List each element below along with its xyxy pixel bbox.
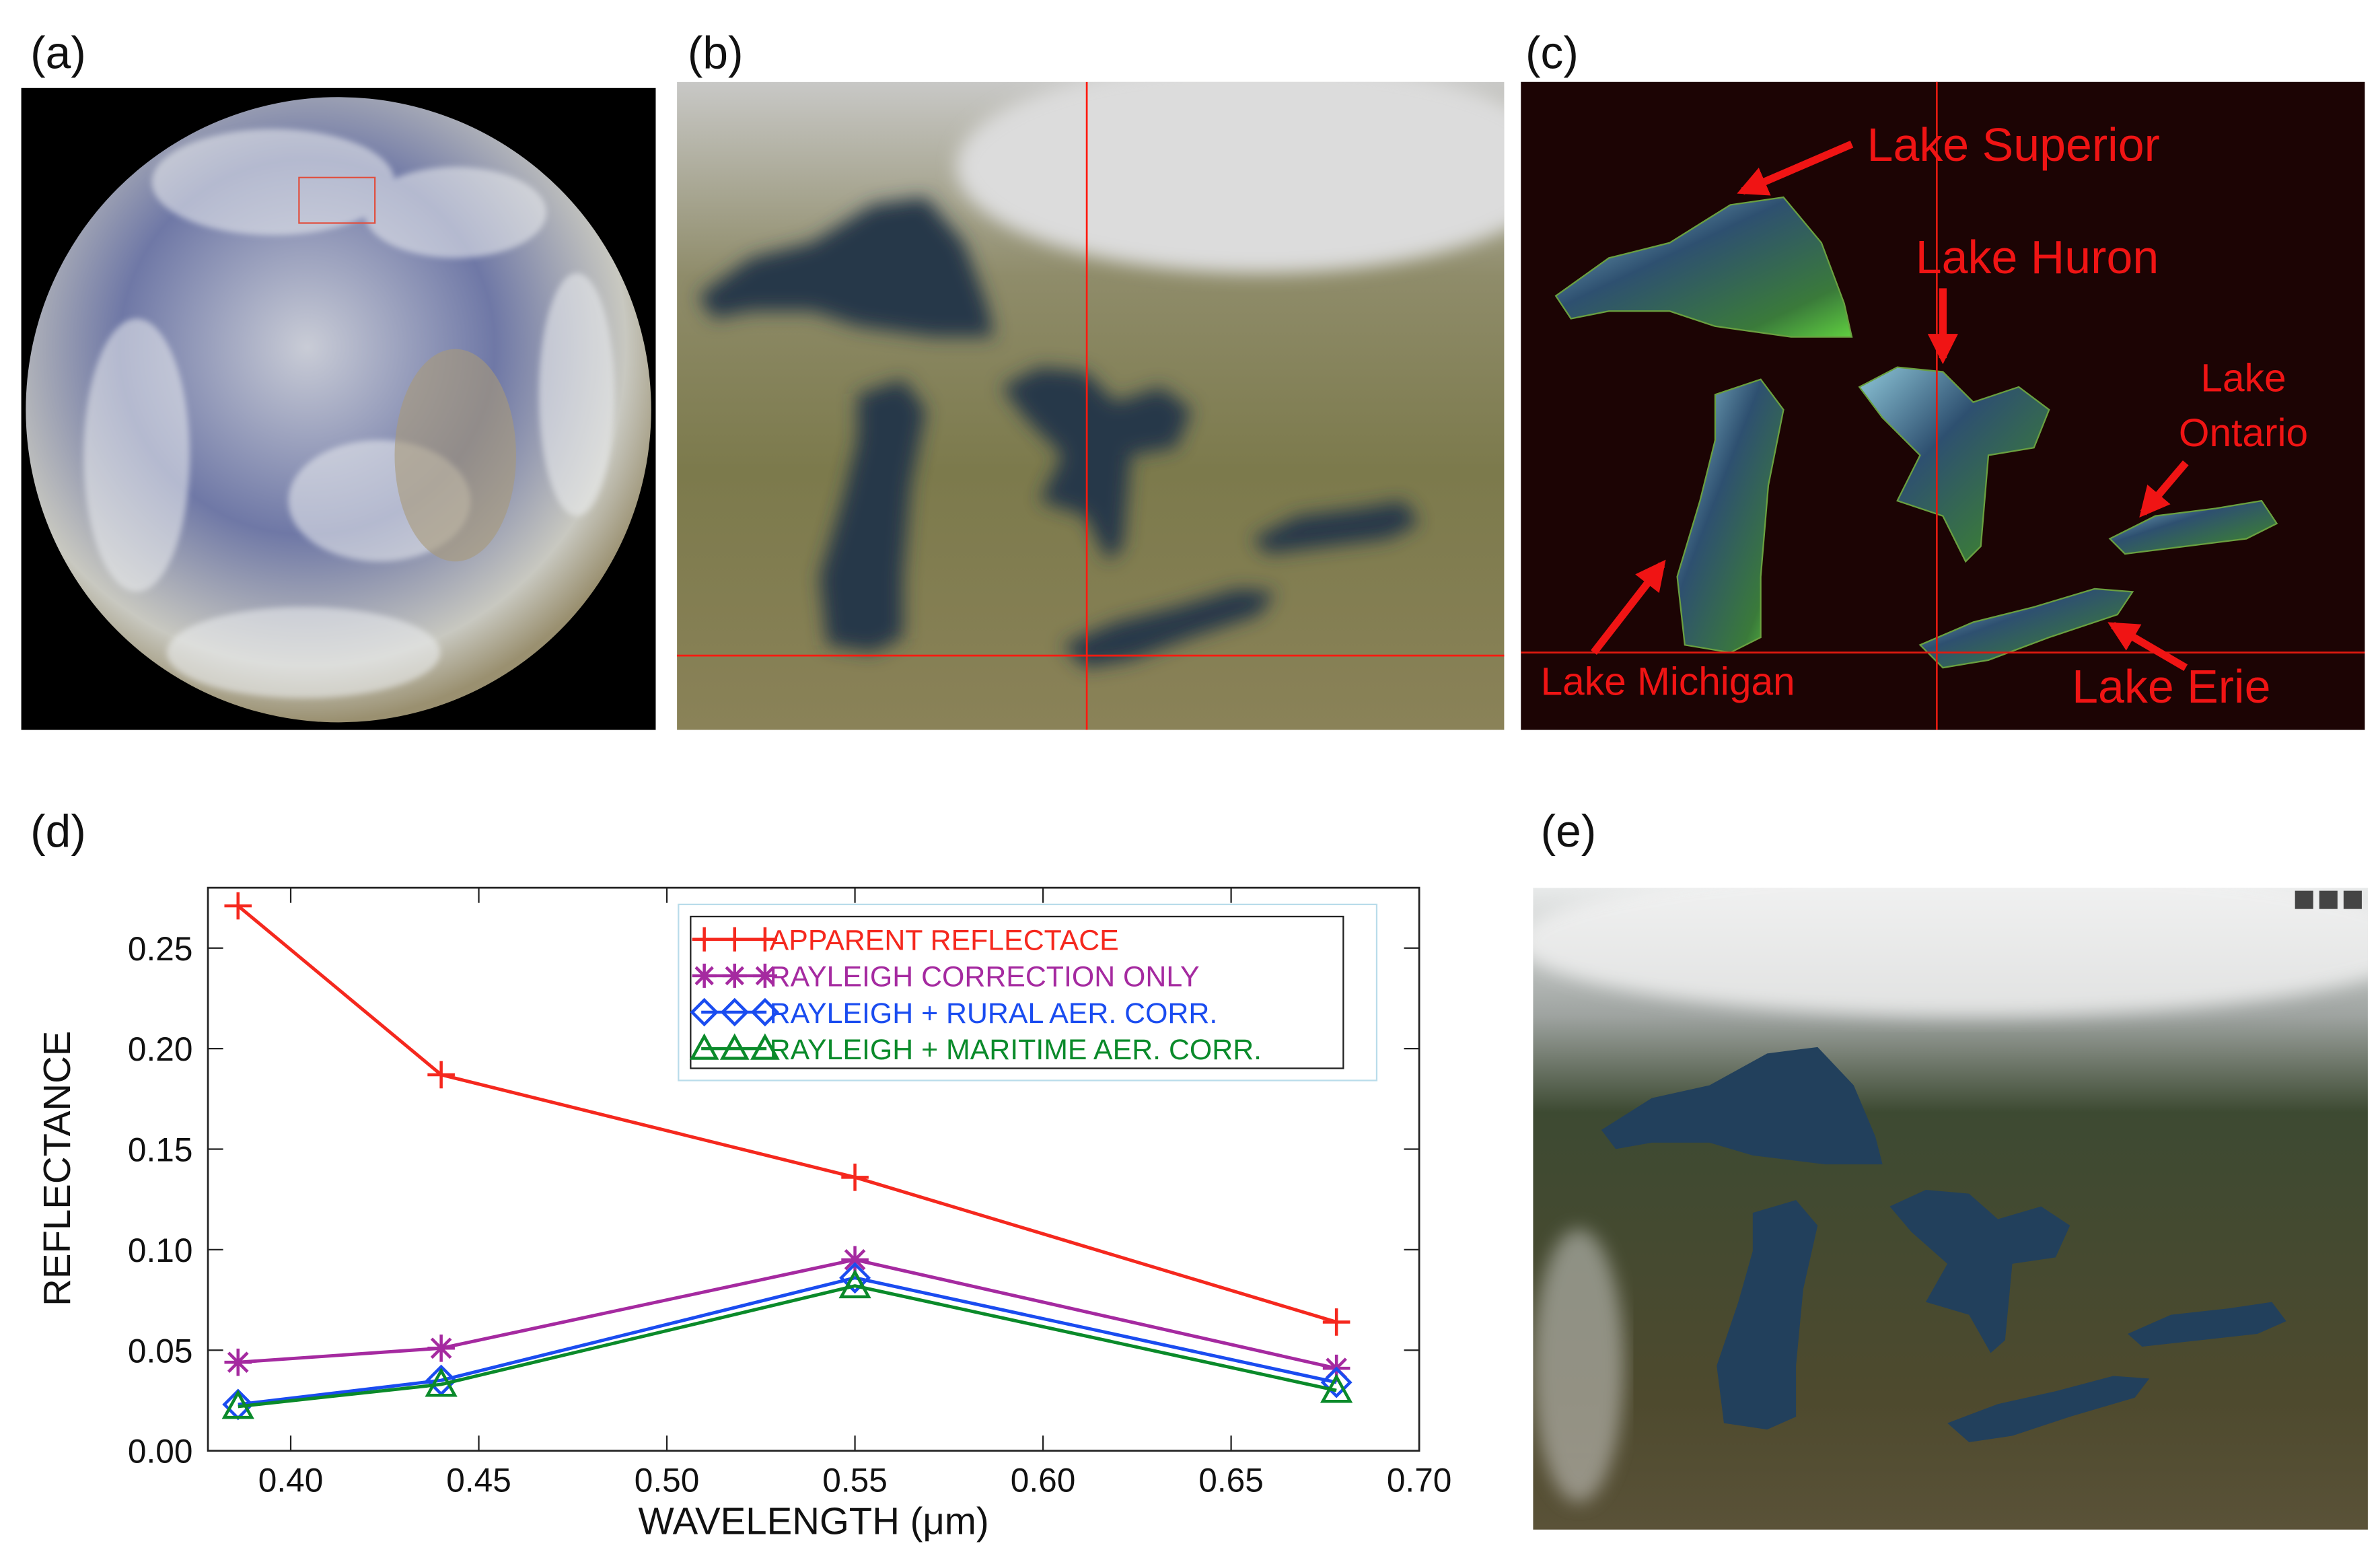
legend-marker: [719, 1033, 750, 1060]
legend-label: RAYLEIGH + MARITIME AER. CORR.: [770, 1034, 1262, 1066]
data-point: [425, 1368, 458, 1397]
series-line: [238, 1284, 1337, 1409]
svg-text:Lake Erie: Lake Erie: [2072, 660, 2270, 713]
data-point: [224, 1348, 252, 1376]
legend-marker: [692, 963, 717, 988]
series-line: [238, 1276, 1337, 1407]
legend-outer: [678, 903, 1378, 1082]
panel-label: (b): [688, 28, 744, 78]
legend-marker: [689, 1033, 719, 1060]
panel-label: (c): [1525, 28, 1579, 78]
legend-label: RAYLEIGH + RURAL AER. CORR.: [770, 997, 1218, 1030]
x-tick-label: 0.50: [635, 1462, 700, 1499]
series-line: [237, 905, 1337, 1324]
x-tick-label: 0.55: [822, 1462, 888, 1499]
lake-label: Lake: [2200, 357, 2286, 400]
lake-label: Ontario: [2179, 411, 2308, 455]
data-point: [1320, 1366, 1353, 1398]
legend-marker: [722, 927, 747, 952]
data-point: [427, 1061, 455, 1089]
x-tick-label: 0.45: [446, 1462, 511, 1499]
legend-marker: [722, 963, 747, 988]
lake-label: Lake Michigan: [1541, 660, 1795, 704]
y-tick-label: 0.15: [128, 1131, 193, 1169]
legend-marker: [752, 927, 777, 952]
y-tick-label: 0.05: [128, 1332, 193, 1370]
legend-label: APPARENT REFLECTACE: [770, 925, 1119, 957]
data-point: [427, 1334, 455, 1362]
y-tick-label: 0.00: [128, 1433, 193, 1470]
lake-label: Lake Superior: [1867, 118, 2160, 171]
legend-marker: [690, 997, 719, 1027]
series-line: [238, 1258, 1337, 1370]
x-axis-label: WAVELENGTH (μm): [638, 1500, 988, 1543]
legend-box: [690, 915, 1344, 1069]
data-point: [224, 892, 252, 920]
y-tick-label: 0.10: [128, 1232, 193, 1269]
legend-label: RAYLEIGH CORRECTION ONLY: [770, 961, 1200, 993]
data-point: [841, 1164, 869, 1191]
legend-marker: [752, 963, 777, 988]
y-tick-label: 0.25: [128, 930, 193, 968]
data-point: [1320, 1374, 1353, 1403]
data-point: [1322, 1308, 1350, 1336]
panel-label: (a): [30, 28, 86, 78]
svg-text:Lake Superior: Lake Superior: [1867, 118, 2160, 171]
globe-image: [21, 87, 656, 730]
legend-marker: [720, 997, 750, 1027]
plot-frame: [207, 886, 1420, 1452]
y-tick-label: 0.20: [128, 1030, 193, 1068]
lake-label: Lake Erie: [2072, 660, 2270, 713]
y-axis-label: REFLECTANCE: [36, 1031, 78, 1306]
legend-marker: [750, 997, 780, 1027]
x-tick-label: 0.65: [1198, 1462, 1264, 1499]
lake-label: Lake Huron: [1916, 231, 2159, 283]
x-tick-label: 0.70: [1387, 1462, 1452, 1499]
x-tick-label: 0.40: [258, 1462, 324, 1499]
data-point: [221, 1389, 254, 1419]
svg-text:Lake Michigan: Lake Michigan: [1541, 660, 1795, 704]
data-point: [839, 1262, 871, 1294]
panel-label: (d): [30, 806, 86, 857]
svg-text:Lake Huron: Lake Huron: [1916, 231, 2159, 283]
true-color-image: [1533, 888, 2368, 1530]
data-point: [841, 1246, 869, 1274]
x-tick-label: 0.60: [1011, 1462, 1076, 1499]
panel-label: (e): [1541, 806, 1597, 857]
blurred-image: [677, 81, 1505, 730]
lake-mask-image: Lake Superior Lake Huron Lake Ontario Lak…: [1521, 81, 2365, 730]
legend-marker: [692, 927, 717, 952]
data-point: [838, 1269, 871, 1299]
legend-marker: [750, 1033, 780, 1060]
chart: WAVELENGTH (μm) REFLECTANCE 0.40 0.45 0.50…: [36, 886, 1452, 1543]
